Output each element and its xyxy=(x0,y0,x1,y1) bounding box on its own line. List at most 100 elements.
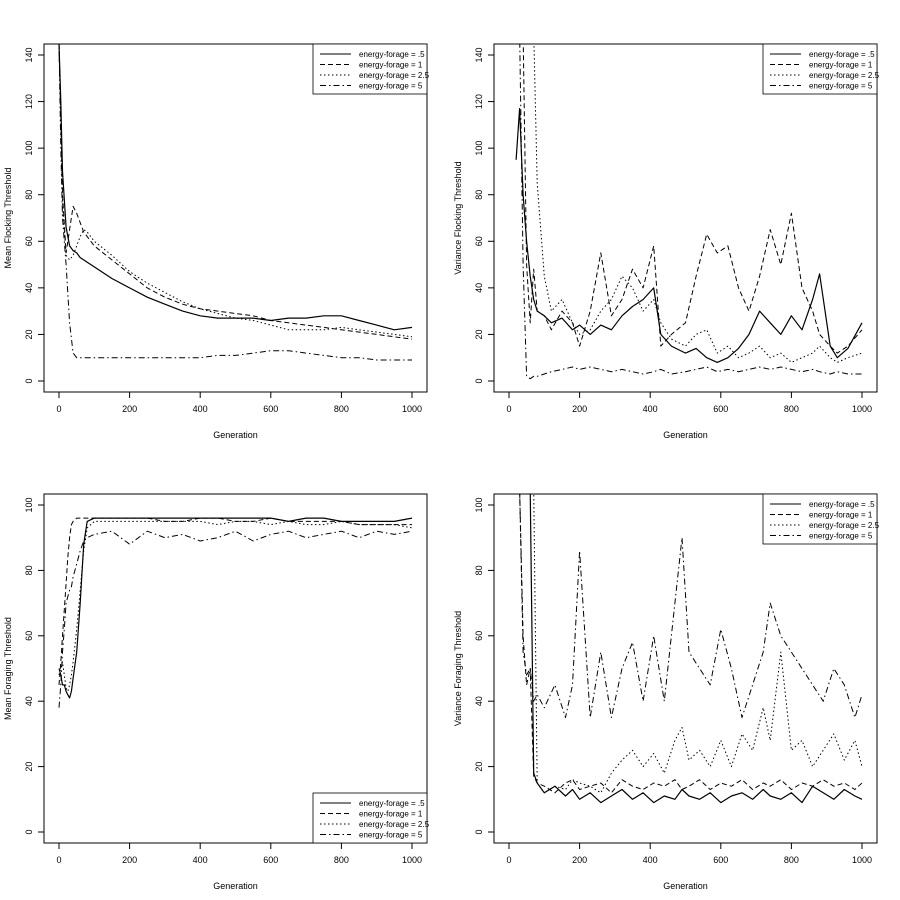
series-lines xyxy=(58,44,413,361)
x-tick-label: 600 xyxy=(713,404,728,414)
x-tick-label: 200 xyxy=(122,855,137,865)
y-tick-label: 0 xyxy=(474,829,484,834)
y-tick-label: 60 xyxy=(24,631,34,641)
y-axis-title: Mean Foraging Threshold xyxy=(3,617,13,720)
x-axis: 0 200 400 600 800 1000 Generation xyxy=(506,392,872,440)
legend-box xyxy=(312,792,428,844)
series-line-1 xyxy=(529,494,863,804)
y-axis: 0 20 40 60 80 100 Mean Foraging Threshold xyxy=(3,497,44,835)
x-axis: 0 200 400 600 800 1000 Generation xyxy=(506,843,872,891)
plot-frame xyxy=(43,43,428,393)
x-tick-label: 1000 xyxy=(402,855,422,865)
chart-panel-4: 0 200 400 600 800 1000 Generation 0 20 40 60 80 100 V… xyxy=(453,493,880,891)
x-tick-label: 1000 xyxy=(852,404,872,414)
series-line-3 xyxy=(58,520,413,692)
x-tick-label: 200 xyxy=(572,404,587,414)
series-line-2 xyxy=(58,44,413,340)
x-tick-label: 800 xyxy=(334,404,349,414)
y-axis-title: Variance Flocking Threshold xyxy=(453,161,463,274)
series-line-1 xyxy=(58,517,413,699)
x-tick-label: 600 xyxy=(263,855,278,865)
plot-frame xyxy=(43,493,428,844)
y-tick-label: 40 xyxy=(474,283,484,293)
series-line-4 xyxy=(519,44,862,380)
x-tick-label: 400 xyxy=(643,855,658,865)
x-tick-label: 1000 xyxy=(852,855,872,865)
y-tick-label: 100 xyxy=(474,141,484,156)
x-tick-label: 0 xyxy=(56,404,61,414)
y-tick-label: 0 xyxy=(24,829,34,834)
y-tick-label: 100 xyxy=(24,497,34,512)
legend-label-3: energy-forage = 2.5 xyxy=(359,820,430,829)
x-tick-label: 1000 xyxy=(402,404,422,414)
y-tick-label: 80 xyxy=(474,190,484,200)
series-line-2 xyxy=(58,517,412,685)
x-axis: 0 200 400 600 800 1000 Generation xyxy=(56,843,422,891)
x-tick-label: 0 xyxy=(506,404,511,414)
series-line-1 xyxy=(515,107,863,363)
y-tick-label: 20 xyxy=(474,762,484,772)
legend-label-1: energy-forage = .5 xyxy=(359,50,425,59)
legend-label-2: energy-forage = 1 xyxy=(359,61,423,70)
plot-frame xyxy=(493,493,878,844)
y-tick-label: 60 xyxy=(474,631,484,641)
x-tick-label: 800 xyxy=(334,855,349,865)
chart-panel-3: 0 200 400 600 800 1000 Generation 0 20 40 60 80 100 M… xyxy=(3,493,430,891)
series-line-2 xyxy=(522,44,863,354)
y-tick-label: 40 xyxy=(24,696,34,706)
x-tick-label: 800 xyxy=(784,855,799,865)
legend-label-3: energy-forage = 2.5 xyxy=(359,71,430,80)
legend-box xyxy=(312,43,428,95)
y-tick-label: 120 xyxy=(24,94,34,109)
y-tick-label: 0 xyxy=(24,378,34,383)
x-tick-label: 400 xyxy=(193,404,208,414)
y-axis: 0 20 40 60 80 100 Variance Foraging Threshold xyxy=(453,497,494,835)
series-lines xyxy=(515,44,863,380)
series-line-4 xyxy=(519,494,863,718)
legend-label-3: energy-forage = 2.5 xyxy=(809,71,880,80)
y-tick-label: 40 xyxy=(24,283,34,293)
legend: energy-forage = .5 energy-forage = 1energ… xyxy=(762,43,880,95)
x-axis: 0 200 400 600 800 1000 Generation xyxy=(56,392,422,440)
legend-label-3: energy-forage = 2.5 xyxy=(809,521,880,530)
y-axis: 0 20 40 60 80 100 120 140 Mean Flocking Threshol… xyxy=(3,47,44,384)
x-axis-title: Generation xyxy=(213,430,258,440)
y-tick-label: 0 xyxy=(474,378,484,383)
y-tick-label: 100 xyxy=(24,141,34,156)
legend-box xyxy=(762,493,878,545)
y-tick-label: 40 xyxy=(474,696,484,706)
y-tick-label: 100 xyxy=(474,497,484,512)
series-lines xyxy=(519,494,863,804)
series-line-2 xyxy=(519,494,863,794)
x-axis-title: Generation xyxy=(663,430,708,440)
legend-box xyxy=(762,43,878,95)
legend-label-1: energy-forage = .5 xyxy=(359,799,425,808)
legend-label-4: energy-forage = 5 xyxy=(359,82,423,91)
x-tick-label: 400 xyxy=(193,855,208,865)
x-tick-label: 0 xyxy=(506,855,511,865)
x-axis-title: Generation xyxy=(663,881,708,891)
y-tick-label: 140 xyxy=(24,47,34,62)
x-tick-label: 600 xyxy=(263,404,278,414)
y-tick-label: 60 xyxy=(474,236,484,246)
x-axis-title: Generation xyxy=(213,881,258,891)
legend-label-4: energy-forage = 5 xyxy=(809,532,873,541)
series-line-4 xyxy=(58,530,413,708)
y-axis: 0 20 40 60 80 100 120 140 Variance Flocking Thre… xyxy=(453,47,494,384)
y-tick-label: 120 xyxy=(474,94,484,109)
legend-label-2: energy-forage = 1 xyxy=(809,61,873,70)
x-tick-label: 800 xyxy=(784,404,799,414)
legend-label-1: energy-forage = .5 xyxy=(809,500,875,509)
y-tick-label: 80 xyxy=(24,565,34,575)
y-tick-label: 60 xyxy=(24,236,34,246)
y-tick-label: 20 xyxy=(24,762,34,772)
y-axis-title: Variance Foraging Threshold xyxy=(453,611,463,726)
x-tick-label: 200 xyxy=(122,404,137,414)
series-line-3 xyxy=(533,494,863,794)
x-tick-label: 400 xyxy=(643,404,658,414)
legend-label-1: energy-forage = .5 xyxy=(809,50,875,59)
plot-frame xyxy=(493,43,878,393)
